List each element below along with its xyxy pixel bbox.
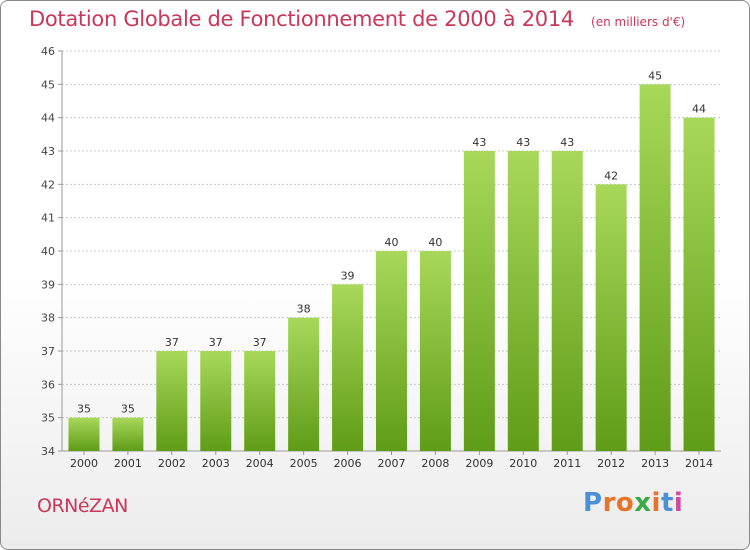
y-tick-label: 41: [41, 212, 55, 225]
bar-2006: [332, 284, 364, 451]
x-tick-label: 2006: [334, 457, 362, 470]
bar-2009: [463, 151, 495, 451]
axes: 34 35 36 37 38 39 40 41 42 43 44 45 46 2000 2001 2002 20…: [41, 45, 721, 470]
bar-value-label: 37: [253, 336, 267, 349]
bar-2010: [507, 151, 539, 451]
bar-value-label: 43: [516, 136, 530, 149]
y-tick-label: 35: [41, 412, 55, 425]
bar-2005: [288, 317, 320, 451]
labels: 35 35 37 37 37 38 39 40 40 43 43 43 42 45 44: [77, 69, 706, 415]
y-tick-label: 34: [41, 445, 55, 458]
x-tick-label: 2003: [202, 457, 230, 470]
brand-letter: P: [583, 488, 603, 518]
bar-value-label: 43: [560, 136, 574, 149]
x-tick-label: 2008: [421, 457, 449, 470]
bar-2000: [68, 417, 100, 451]
bar-2003: [200, 351, 232, 451]
x-tick-label: 2000: [70, 457, 98, 470]
chart-unit: (en milliers d'€): [591, 15, 686, 29]
bar-2004: [244, 351, 276, 451]
chart-title: Dotation Globale de Fonctionnement de 20…: [29, 7, 574, 31]
y-tick-label: 38: [41, 312, 55, 325]
brand-letter: x: [634, 488, 652, 518]
x-tick-label: 2011: [553, 457, 581, 470]
bar-value-label: 37: [209, 336, 223, 349]
bar-value-label: 38: [297, 303, 311, 316]
bar-value-label: 35: [121, 403, 135, 416]
brand-letter: i: [673, 488, 684, 518]
brand-letter: r: [602, 488, 616, 518]
x-tick-label: 2012: [597, 457, 625, 470]
bar-2008: [419, 251, 451, 451]
y-tick-label: 42: [41, 178, 55, 191]
commune-name: ORNéZAN: [37, 495, 128, 517]
brand-letter: t: [660, 488, 674, 518]
y-tick-label: 45: [41, 78, 55, 91]
bar-value-label: 35: [77, 403, 91, 416]
bar-value-label: 43: [472, 136, 486, 149]
y-tick-label: 40: [41, 245, 55, 258]
bar-value-label: 40: [385, 236, 399, 249]
bar-2011: [551, 151, 583, 451]
bar-value-label: 39: [341, 269, 355, 282]
brand-letter: i: [651, 488, 661, 518]
x-tick-label: 2010: [509, 457, 537, 470]
x-tick-label: 2001: [114, 457, 142, 470]
bar-2001: [112, 417, 144, 451]
y-tick-label: 43: [41, 145, 55, 158]
proxiti-logo: Proxiti: [583, 488, 683, 518]
brand-letter: o: [615, 488, 635, 518]
x-tick-label: 2005: [290, 457, 318, 470]
bar-value-label: 44: [692, 103, 706, 116]
bar-2007: [376, 251, 407, 451]
bar-value-label: 42: [604, 169, 618, 182]
x-tick-label: 2004: [246, 457, 274, 470]
y-tick-label: 36: [41, 378, 55, 391]
y-tick-label: 37: [41, 345, 55, 358]
x-tick-label: 2013: [641, 457, 669, 470]
title-row: Dotation Globale de Fonctionnement de 20…: [29, 7, 685, 31]
bar-value-label: 37: [165, 336, 179, 349]
x-tick-label: 2002: [158, 457, 186, 470]
bars: [68, 84, 715, 452]
y-tick-label: 39: [41, 278, 55, 291]
bar-2014: [683, 117, 715, 452]
bar-2012: [595, 184, 627, 452]
y-tick-label: 44: [41, 112, 55, 125]
x-tick-label: 2009: [465, 457, 493, 470]
bar-value-label: 45: [648, 69, 662, 82]
bar-value-label: 40: [428, 236, 442, 249]
bar-2013: [639, 84, 671, 451]
bar-2002: [156, 351, 188, 451]
y-tick-label: 46: [41, 45, 55, 58]
x-tick-label: 2014: [685, 457, 713, 470]
x-tick-label: 2007: [378, 457, 406, 470]
